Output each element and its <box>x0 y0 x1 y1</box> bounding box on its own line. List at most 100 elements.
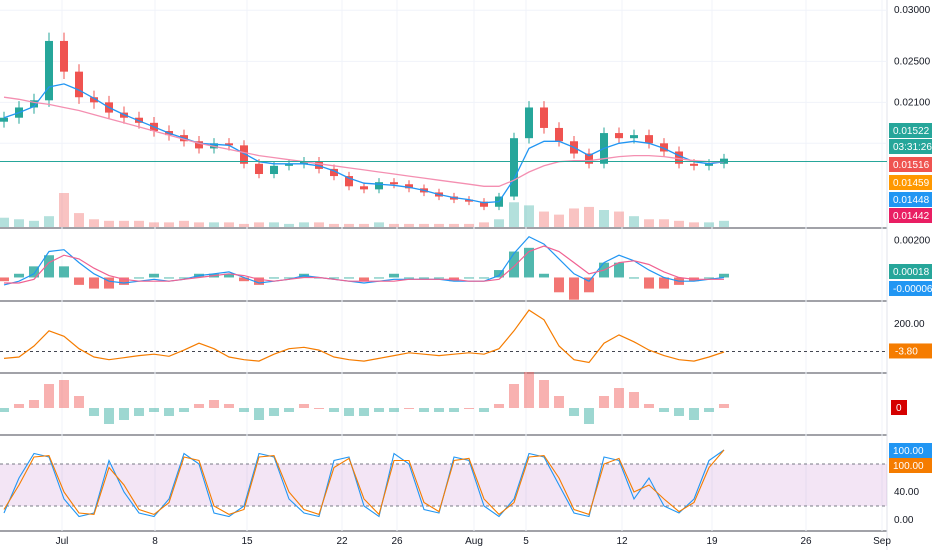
candle <box>630 135 638 139</box>
volume-bar <box>74 213 84 227</box>
volume-bar <box>524 205 534 227</box>
histogram-bar <box>644 404 654 408</box>
histogram-pane[interactable] <box>0 372 729 424</box>
time-tick-label: 22 <box>336 536 348 547</box>
histogram-bar <box>509 384 519 408</box>
volume-bar <box>659 219 669 227</box>
price-pane[interactable] <box>0 32 887 227</box>
volume-bar <box>449 223 459 227</box>
price-tag-label: 0.01442 <box>893 211 930 222</box>
histogram-bar <box>494 404 504 408</box>
candle <box>0 117 8 122</box>
histogram-bar <box>659 408 669 412</box>
macd-histogram-bar <box>164 277 174 279</box>
candle <box>375 182 383 190</box>
volume-bar <box>539 211 549 227</box>
histogram-bar <box>614 388 624 408</box>
histogram-tag-label: 0 <box>896 403 902 414</box>
macd-pane[interactable] <box>0 235 729 300</box>
histogram-tag-box <box>891 400 907 415</box>
histogram-bar <box>434 408 444 412</box>
macd-histogram-bar <box>659 277 669 289</box>
histogram-bar <box>584 408 594 424</box>
macd-histogram-bar <box>494 270 504 278</box>
volume-bar <box>284 223 294 227</box>
candle <box>390 182 398 185</box>
macd-histogram-bar <box>614 262 624 278</box>
candle <box>660 143 668 152</box>
macd-histogram-bar <box>524 247 534 278</box>
volume-bar <box>44 216 54 227</box>
price-tag-box <box>889 175 932 190</box>
stochastic-band <box>0 464 887 506</box>
macd-tag-box <box>889 281 932 296</box>
macd-histogram-bar <box>104 277 114 289</box>
macd-tag-label: -0.00006 <box>893 284 932 295</box>
price-tick-label: 0.03000 <box>894 5 931 16</box>
price-tag-label: 0.01516 <box>893 160 930 171</box>
price-tag-box <box>889 157 932 172</box>
histogram-bar <box>29 400 39 408</box>
macd-histogram-bar <box>539 273 549 278</box>
histogram-bar <box>689 408 699 420</box>
price-tag: 0.01459 <box>889 175 932 190</box>
candle <box>555 127 563 142</box>
volume-bar <box>509 202 519 227</box>
macd-histogram-bar <box>344 277 354 279</box>
macd-histogram-bar <box>554 277 564 293</box>
volume-bar <box>344 223 354 227</box>
histogram-bar <box>74 396 84 408</box>
volume-bar <box>569 208 579 227</box>
price-tick-label: 0.02500 <box>894 56 931 67</box>
candle <box>645 135 653 144</box>
histogram-bar <box>14 404 24 408</box>
volume-bar <box>299 222 309 227</box>
histogram-bar <box>119 408 129 420</box>
histogram-bar <box>239 408 249 412</box>
histogram-bar <box>104 408 114 424</box>
histogram-bar <box>284 408 294 412</box>
macd-histogram-bar <box>224 273 234 278</box>
histogram-bar <box>329 408 339 412</box>
oscillator-pane[interactable] <box>0 309 887 364</box>
histogram-bar <box>299 404 309 408</box>
oscillator-tag-box <box>889 343 932 359</box>
volume-bar <box>59 193 69 227</box>
macd-histogram-bar <box>149 273 159 278</box>
histogram-bar <box>524 372 534 408</box>
volume-bar <box>89 219 99 227</box>
macd-histogram-bar <box>0 277 9 282</box>
histogram-bar <box>599 396 609 408</box>
macd-histogram-bar <box>584 277 594 293</box>
histogram-bar <box>344 408 354 416</box>
histogram-bar <box>374 408 384 412</box>
volume-bar <box>629 216 639 227</box>
candle <box>195 141 203 149</box>
time-axis[interactable]: Jul 8 15 22 26 Aug 5 12 19 26 Sep <box>56 536 892 547</box>
macd-tick-label: 0.00200 <box>894 235 931 246</box>
macd-histogram-bar <box>629 277 639 279</box>
stochastic-tick-label: 0.00 <box>894 515 914 526</box>
volume-bar <box>464 223 474 227</box>
volume-bar <box>254 222 264 227</box>
time-tick-label: 26 <box>800 536 812 547</box>
stochastic-pane[interactable] <box>0 449 887 518</box>
histogram-bar <box>704 408 714 412</box>
candle <box>615 133 623 139</box>
volume-bar <box>194 222 204 227</box>
oscillator-tick-label: 200.00 <box>894 319 925 330</box>
macd-histogram-bar <box>719 273 729 278</box>
time-tick-label: 19 <box>706 536 718 547</box>
stochastic-tag-label: 100.00 <box>893 461 924 472</box>
histogram-bar <box>269 408 279 416</box>
volume-bar <box>224 222 234 227</box>
price-tag: 0.01522 <box>889 123 932 138</box>
price-tag-box <box>889 139 932 154</box>
price-axis[interactable]: 0.030000.025000.021000.017000.0152203:31… <box>889 5 932 526</box>
histogram-bar <box>44 384 54 408</box>
candle <box>675 151 683 164</box>
histogram-bar <box>194 404 204 408</box>
volume-bar <box>719 220 729 227</box>
macd-histogram-bar <box>119 277 129 285</box>
